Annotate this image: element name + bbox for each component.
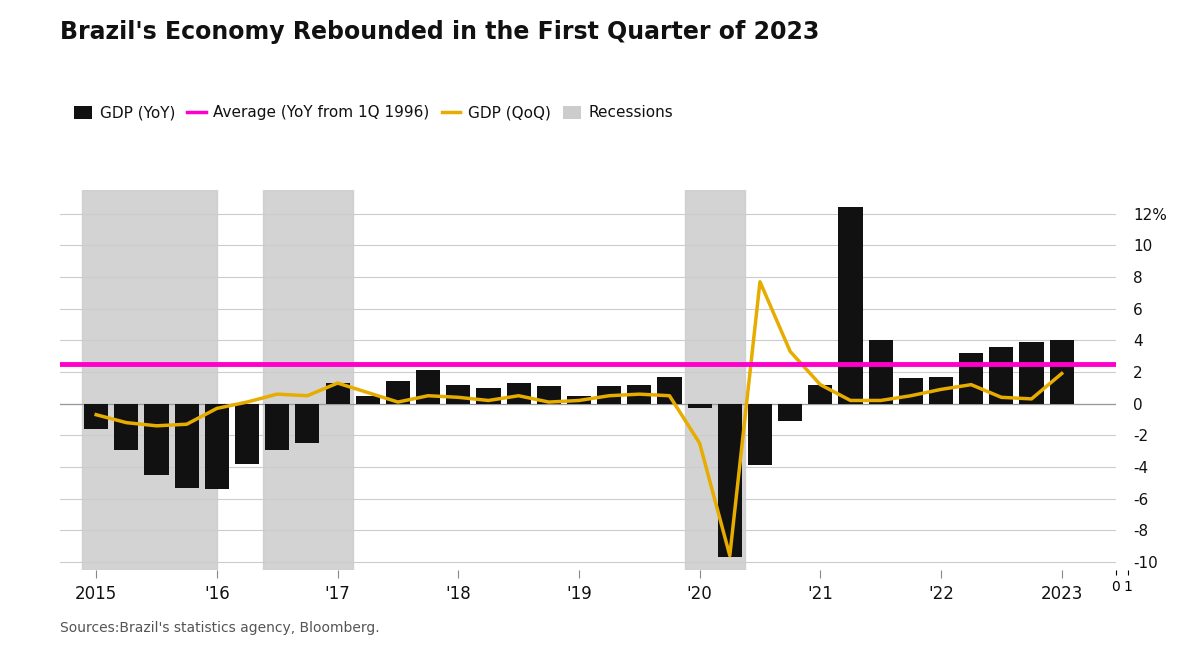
- Bar: [84, 403, 108, 429]
- Bar: [325, 383, 349, 403]
- Bar: [688, 403, 712, 409]
- Bar: [959, 353, 983, 403]
- Bar: [144, 403, 169, 475]
- Bar: [386, 381, 410, 403]
- Bar: [114, 403, 138, 449]
- Bar: [685, 190, 745, 570]
- Bar: [295, 403, 319, 443]
- Bar: [566, 396, 592, 403]
- Bar: [598, 386, 622, 403]
- Bar: [778, 403, 803, 421]
- Bar: [263, 190, 353, 570]
- Legend: GDP (YoY), Average (YoY from 1Q 1996), GDP (QoQ), Recessions: GDP (YoY), Average (YoY from 1Q 1996), G…: [67, 100, 679, 126]
- Bar: [446, 384, 470, 403]
- Bar: [476, 388, 500, 403]
- Bar: [929, 377, 953, 403]
- Bar: [1020, 342, 1044, 403]
- Bar: [809, 384, 833, 403]
- Bar: [175, 403, 199, 487]
- Bar: [869, 341, 893, 403]
- Bar: [235, 403, 259, 464]
- Text: Brazil's Economy Rebounded in the First Quarter of 2023: Brazil's Economy Rebounded in the First …: [60, 20, 820, 44]
- Bar: [899, 379, 923, 403]
- Bar: [1050, 341, 1074, 403]
- Bar: [536, 386, 560, 403]
- Bar: [839, 208, 863, 403]
- Bar: [658, 377, 682, 403]
- Bar: [416, 371, 440, 403]
- Bar: [628, 384, 652, 403]
- Text: Sources:Brazil's statistics agency, Bloomberg.: Sources:Brazil's statistics agency, Bloo…: [60, 622, 379, 635]
- Bar: [205, 403, 229, 489]
- Bar: [718, 403, 742, 557]
- Bar: [355, 396, 380, 403]
- Bar: [265, 403, 289, 449]
- Bar: [748, 403, 772, 465]
- Bar: [82, 190, 217, 570]
- Bar: [506, 383, 530, 403]
- Bar: [989, 346, 1014, 403]
